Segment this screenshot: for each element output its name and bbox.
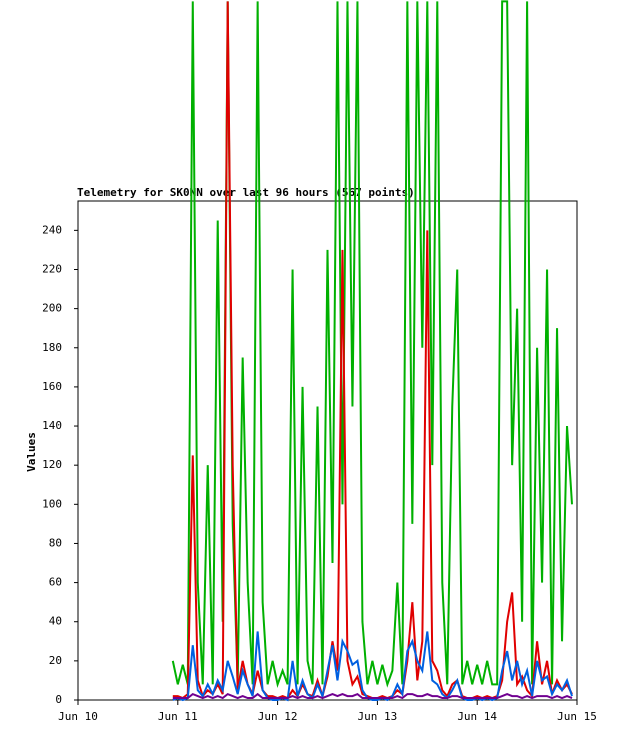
y-tick-label: 0 <box>55 693 62 706</box>
series-line <box>172 692 573 700</box>
y-tick-label: 120 <box>42 458 62 471</box>
series-line <box>171 0 574 688</box>
y-tick-label: 220 <box>42 262 62 275</box>
chart-title: Telemetry for SK0NN over last 96 hours (… <box>77 186 415 199</box>
y-tick-label: 200 <box>42 302 62 315</box>
x-tick-label: Jun 13 <box>358 710 398 723</box>
x-tick-label: Jun 12 <box>258 710 298 723</box>
x-tick-label: Jun 10 <box>58 710 98 723</box>
x-tick-label: Jun 11 <box>158 710 198 723</box>
y-tick-label: 40 <box>49 615 62 628</box>
x-tick-label: Jun 15 <box>557 710 597 723</box>
y-axis-label: Values <box>25 432 38 472</box>
series-line <box>172 1 573 700</box>
y-tick-label: 100 <box>42 497 62 510</box>
y-tick-label: 160 <box>42 380 62 393</box>
y-tick-label: 80 <box>49 536 62 549</box>
x-tick-label: Jun 14 <box>457 710 497 723</box>
y-tick-label: 140 <box>42 419 62 432</box>
y-tick-label: 20 <box>49 654 62 667</box>
y-tick-label: 60 <box>49 576 62 589</box>
y-tick-label: 180 <box>42 341 62 354</box>
plot-frame <box>77 200 578 701</box>
y-tick-label: 240 <box>42 223 62 236</box>
series-line <box>172 631 573 702</box>
